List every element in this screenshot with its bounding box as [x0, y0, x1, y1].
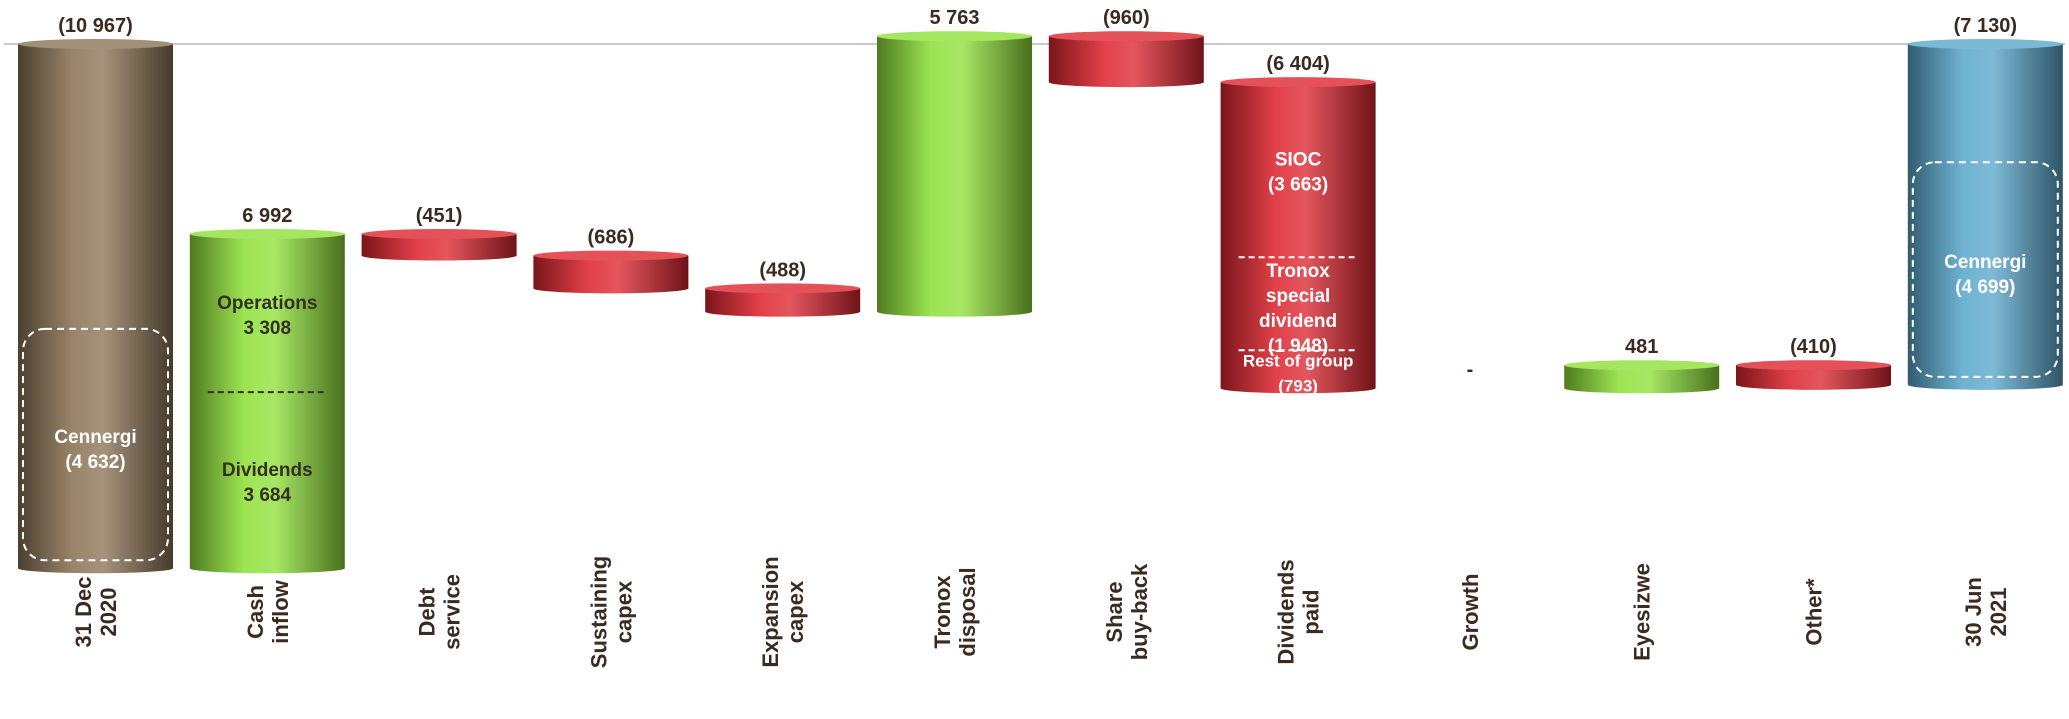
bar-7: [1220, 77, 1376, 394]
bar-10: [1736, 360, 1891, 390]
value-label: 6 992: [242, 205, 292, 227]
category-label: Tronoxdisposal: [930, 567, 980, 656]
value-label: (488): [759, 259, 806, 281]
bars-group: [18, 31, 2063, 574]
value-label: 5 763: [929, 7, 979, 29]
bar-cap: [361, 229, 517, 240]
bar-body: [1220, 82, 1376, 394]
category-label: Sustainingcapex: [586, 556, 636, 668]
value-label: 481: [1625, 336, 1658, 358]
category-label: Eyesizwe: [1630, 563, 1655, 661]
category-label: 31 Dec2020: [71, 577, 121, 648]
value-labels-group: (10 967) 6 992 (451) (686) (488) 5 763 (960) (6…: [58, 7, 2017, 381]
bar-cap: [1564, 360, 1720, 371]
value-label: (10 967): [58, 15, 133, 37]
bar-cap: [18, 39, 173, 49]
bar-4: [705, 283, 861, 317]
value-label: (686): [588, 227, 635, 249]
segment-label: Tronox special dividend (1 948): [1259, 261, 1337, 357]
segment-label: Rest of group (793): [1243, 351, 1354, 395]
bar-cap: [705, 283, 861, 294]
value-label: (6 404): [1266, 53, 1329, 75]
category-label: Other*: [1802, 578, 1827, 646]
value-label: (7 130): [1954, 15, 2017, 37]
bar-body: [18, 44, 173, 574]
bar-cap: [1736, 360, 1891, 371]
bar-9: [1564, 360, 1720, 394]
bar-body: [1907, 44, 2063, 390]
segment-label: Cennergi (4 632): [54, 427, 136, 473]
value-label: -: [1467, 359, 1474, 381]
value-label: (960): [1103, 7, 1150, 29]
segment-labels-group: Cennergi (4 632) Operations 3 308 Dividends 3…: [22, 150, 2059, 562]
segment-label: SIOC (3 663): [1268, 150, 1328, 196]
category-label: Sharebuy-back: [1102, 563, 1152, 660]
category-labels-group: 31 Dec2020 Cashinflow Debtservice Sustainin…: [71, 556, 2011, 668]
bar-6: [1048, 31, 1204, 88]
bar-11: [1907, 39, 2063, 390]
category-label: Growth: [1458, 574, 1483, 651]
segment-label: Dividends 3 684: [222, 460, 313, 506]
bar-cap: [189, 229, 345, 240]
bar-body: [877, 36, 1032, 317]
category-label: Dividendspaid: [1274, 559, 1324, 664]
bar-body: [1048, 36, 1204, 88]
bar-2: [361, 229, 517, 261]
category-label: Debtservice: [415, 574, 465, 650]
bar-body: [705, 288, 861, 317]
segment-label: Cennergi (4 699): [1944, 252, 2026, 298]
bar-body: [1564, 365, 1720, 394]
bar-body: [533, 255, 689, 294]
bar-cap: [1048, 31, 1204, 42]
segment-box: [1911, 161, 2059, 378]
bar-3: [533, 250, 689, 294]
bar-cap: [1907, 39, 2063, 49]
bar-cap: [1220, 77, 1376, 88]
bar-body: [189, 234, 345, 574]
category-label: Expansioncapex: [758, 556, 808, 667]
value-label: (451): [416, 205, 463, 227]
bar-cap: [877, 31, 1032, 42]
bar-0: [18, 39, 173, 574]
segment-label: Operations 3 308: [217, 293, 317, 339]
category-label: 30 Jun2021: [1961, 577, 2011, 647]
category-label: Cashinflow: [243, 579, 293, 643]
segment-box: [22, 327, 169, 562]
value-label: (410): [1790, 336, 1837, 358]
bar-1: [189, 229, 345, 574]
bar-body: [361, 234, 517, 261]
bar-body: [1736, 365, 1891, 390]
bar-5: [877, 31, 1032, 317]
bar-cap: [533, 250, 689, 261]
